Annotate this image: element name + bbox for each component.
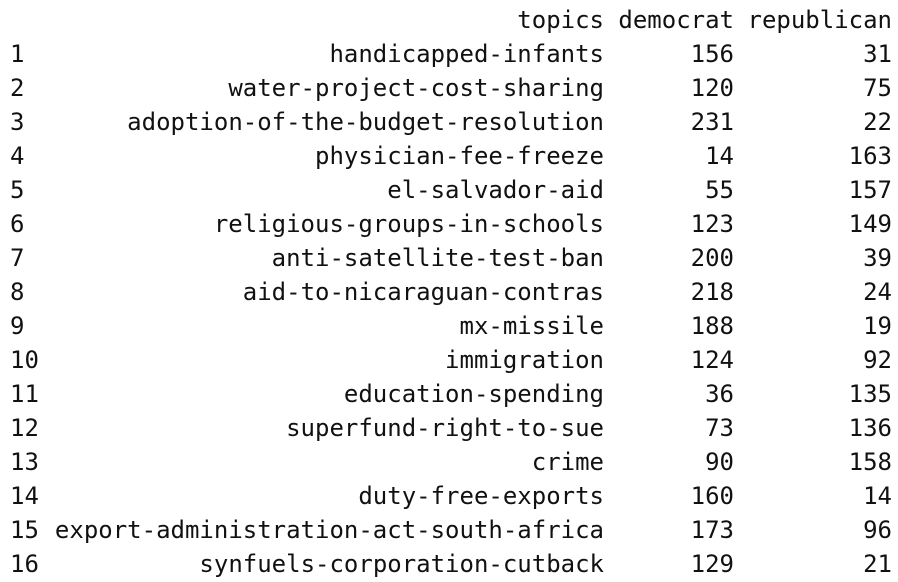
row-index: 7 (10, 244, 25, 272)
topic-cell: aid-to-nicaraguan-contras (242, 278, 604, 306)
democrat-cell: 73 (705, 414, 734, 442)
table-row: 7 anti-satellite-test-ban 200 39 (0, 241, 898, 275)
democrat-cell: 124 (690, 346, 734, 374)
republican-cell: 157 (848, 176, 892, 204)
democrat-cell: 160 (690, 482, 734, 510)
democrat-cell: 156 (690, 40, 734, 68)
republican-cell: 39 (863, 244, 892, 272)
topic-cell: superfund-right-to-sue (286, 414, 604, 442)
row-index: 15 (10, 516, 39, 544)
republican-cell: 96 (863, 516, 892, 544)
republican-cell: 158 (848, 448, 892, 476)
row-index: 11 (10, 380, 39, 408)
republican-cell: 22 (863, 108, 892, 136)
table-row: 12 superfund-right-to-sue 73 136 (0, 411, 898, 445)
row-index: 13 (10, 448, 39, 476)
table-row: 1 handicapped-infants 156 31 (0, 37, 898, 71)
democrat-cell: 36 (705, 380, 734, 408)
topic-cell: crime (531, 448, 604, 476)
topic-cell: immigration (445, 346, 604, 374)
table-row: 8 aid-to-nicaraguan-contras 218 24 (0, 275, 898, 309)
table-row: 4 physician-fee-freeze 14 163 (0, 139, 898, 173)
democrat-cell: 188 (690, 312, 734, 340)
row-index: 12 (10, 414, 39, 442)
table-row: 10 immigration 124 92 (0, 343, 898, 377)
democrat-cell: 123 (690, 210, 734, 238)
topic-cell: water-project-cost-sharing (228, 74, 604, 102)
republican-cell: 24 (863, 278, 892, 306)
table-header-row: topics democrat republican (0, 3, 898, 37)
row-index: 8 (10, 278, 25, 306)
table-row: 6 religious-groups-in-schools 123 149 (0, 207, 898, 241)
table-row: 2 water-project-cost-sharing 120 75 (0, 71, 898, 105)
row-index: 16 (10, 550, 39, 578)
democrat-cell: 14 (705, 142, 734, 170)
topic-cell: mx-missile (459, 312, 605, 340)
row-index: 3 (10, 108, 25, 136)
row-index: 6 (10, 210, 25, 238)
topic-cell: synfuels-corporation-cutback (199, 550, 604, 578)
republican-cell: 92 (863, 346, 892, 374)
row-index: 14 (10, 482, 39, 510)
topic-cell: anti-satellite-test-ban (271, 244, 604, 272)
democrat-cell: 90 (705, 448, 734, 476)
topic-cell: export-administration-act-south-africa (54, 516, 604, 544)
democrat-cell: 200 (690, 244, 734, 272)
democrat-cell: 173 (690, 516, 734, 544)
column-header-democrat: democrat (618, 6, 734, 34)
table-row: 16 synfuels-corporation-cutback 129 21 (0, 547, 898, 581)
table-row: 9 mx-missile 188 19 (0, 309, 898, 343)
column-header-republican: republican (747, 6, 893, 34)
table-row: 11 education-spending 36 135 (0, 377, 898, 411)
row-index: 2 (10, 74, 25, 102)
republican-cell: 19 (863, 312, 892, 340)
democrat-cell: 218 (690, 278, 734, 306)
topic-cell: adoption-of-the-budget-resolution (127, 108, 604, 136)
row-index: 9 (10, 312, 25, 340)
topic-cell: el-salvador-aid (387, 176, 604, 204)
democrat-cell: 120 (690, 74, 734, 102)
democrat-cell: 231 (690, 108, 734, 136)
table-row: 5 el-salvador-aid 55 157 (0, 173, 898, 207)
republican-cell: 149 (848, 210, 892, 238)
row-index: 4 (10, 142, 25, 170)
table-row: 15 export-administration-act-south-africa… (0, 513, 898, 547)
topic-cell: religious-groups-in-schools (213, 210, 604, 238)
democrat-cell: 55 (705, 176, 734, 204)
row-index: 1 (10, 40, 25, 68)
republican-cell: 163 (848, 142, 892, 170)
table-row: 13 crime 90 158 (0, 445, 898, 479)
row-index: 5 (10, 176, 25, 204)
column-header-topics: topics (517, 6, 604, 34)
table-row: 14 duty-free-exports 160 14 (0, 479, 898, 513)
topic-cell: education-spending (343, 380, 604, 408)
table-row: 3 adoption-of-the-budget-resolution 231 22 (0, 105, 898, 139)
republican-cell: 136 (848, 414, 892, 442)
democrat-cell: 129 (690, 550, 734, 578)
republican-cell: 21 (863, 550, 892, 578)
republican-cell: 75 (863, 74, 892, 102)
row-index: 10 (10, 346, 39, 374)
topic-cell: duty-free-exports (358, 482, 604, 510)
topic-cell: handicapped-infants (329, 40, 604, 68)
topic-cell: physician-fee-freeze (315, 142, 604, 170)
republican-cell: 31 (863, 40, 892, 68)
republican-cell: 14 (863, 482, 892, 510)
republican-cell: 135 (848, 380, 892, 408)
